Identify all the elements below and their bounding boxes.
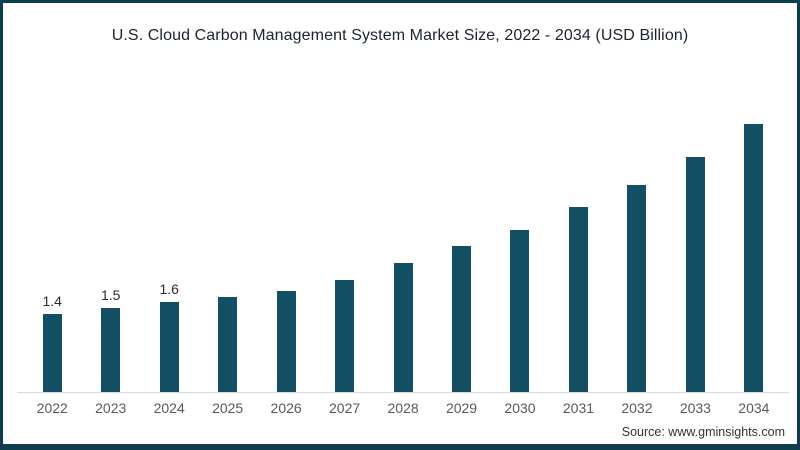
x-axis-tick-label: 2031 [562, 400, 595, 416]
bar-value-label: 1.6 [159, 281, 179, 297]
bar-column: 1.6 2024 [140, 103, 198, 416]
bar-column: 2029 [432, 103, 490, 416]
bar [510, 230, 530, 392]
bar [685, 157, 705, 392]
bar [627, 185, 647, 392]
bar [568, 207, 588, 392]
bar [159, 302, 179, 392]
bar-column: 2025 [198, 103, 256, 416]
source-attribution: Source: www.gminsights.com [621, 425, 785, 439]
bar-column: 2032 [608, 103, 666, 416]
x-axis-tick-label: 2023 [95, 400, 127, 416]
x-axis-tick-label: 2032 [621, 400, 653, 416]
bar-column: 2026 [257, 103, 315, 416]
x-axis-tick-label: 2027 [329, 400, 361, 416]
bar-value-label: 1.5 [100, 287, 121, 303]
bar [335, 280, 355, 392]
bar-column: 2031 [549, 103, 607, 416]
bar-column: 2028 [374, 103, 432, 416]
bar-column: 2027 [315, 103, 373, 416]
bar-column: 2030 [491, 103, 549, 416]
bar [452, 246, 472, 392]
bar [393, 263, 413, 392]
x-axis-tick-label: 2033 [679, 400, 711, 416]
x-axis-tick-label: 2034 [738, 400, 770, 416]
x-axis-tick-label: 2029 [445, 400, 478, 416]
x-axis-tick-label: 2022 [36, 400, 68, 416]
bar-column: 2034 [725, 103, 783, 416]
bar [276, 291, 296, 392]
bar-column: 1.5 2023 [81, 103, 139, 416]
bar [101, 308, 121, 392]
x-axis-tick-label: 2025 [212, 400, 244, 416]
bar-column: 1.4 2022 [23, 103, 81, 416]
x-axis-tick-label: 2030 [504, 400, 536, 416]
bar [218, 297, 238, 392]
x-axis-line [17, 392, 789, 393]
x-axis-tick-label: 2026 [270, 400, 302, 416]
x-axis-tick-label: 2024 [153, 400, 185, 416]
chart-title: U.S. Cloud Carbon Management System Mark… [111, 27, 689, 44]
bar [744, 123, 764, 392]
plot-area: 1.4 2022 1.5 2023 1.6 2024 2025 2026 2027 2028 202… [23, 103, 783, 416]
bar [42, 314, 62, 392]
bar-value-label: 1.4 [42, 293, 62, 309]
x-axis-tick-label: 2028 [387, 400, 419, 416]
bar-column: 2033 [666, 103, 724, 416]
